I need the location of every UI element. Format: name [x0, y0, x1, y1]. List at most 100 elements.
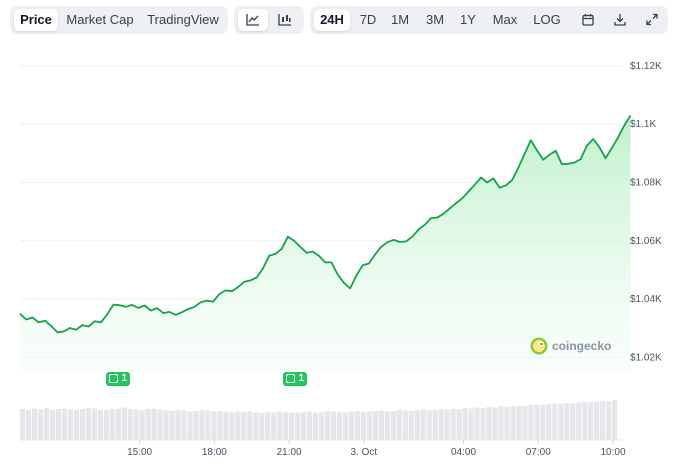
- volume-bar: [342, 412, 349, 440]
- volume-bar: [438, 409, 444, 440]
- chart-type-group: [234, 6, 304, 34]
- volume-bar: [588, 402, 594, 440]
- volume-bar: [115, 408, 121, 440]
- line-chart-button[interactable]: [238, 9, 268, 31]
- event-icon: [109, 374, 118, 383]
- volume-bar: [169, 411, 175, 440]
- volume-bar: [151, 408, 157, 440]
- volume-bar: [121, 407, 127, 440]
- volume-bar: [534, 404, 540, 440]
- volume-bar: [319, 412, 325, 440]
- y-tick-label: $1.12K: [630, 61, 662, 72]
- event-marker[interactable]: 1: [106, 372, 130, 386]
- y-tick-label: $1.06K: [630, 236, 662, 247]
- volume-bar: [103, 410, 109, 440]
- volume-bar: [49, 410, 56, 440]
- volume-bar: [522, 406, 528, 440]
- volume-bar: [426, 410, 432, 440]
- volume-bar: [468, 408, 474, 440]
- y-tick-label: $1.1K: [630, 119, 656, 130]
- volume-bar: [504, 407, 510, 440]
- volume-bar: [372, 411, 378, 440]
- gecko-logo-icon: [530, 337, 548, 355]
- volume-bar: [61, 408, 68, 440]
- volume-bar: [109, 409, 115, 440]
- range-max-button[interactable]: Max: [492, 12, 518, 27]
- volume-bar: [540, 405, 546, 440]
- volume-bar: [528, 405, 534, 440]
- tab-market-cap[interactable]: Market Cap: [66, 12, 134, 27]
- volume-bar: [163, 410, 169, 440]
- candlestick-chart-button[interactable]: [270, 9, 300, 31]
- volume-bar: [313, 412, 319, 440]
- volume-bar: [133, 409, 139, 440]
- volume-bar: [330, 411, 337, 440]
- volume-bar: [546, 404, 552, 440]
- y-tick-label: $1.02K: [630, 352, 662, 363]
- expand-icon: [646, 13, 658, 26]
- volume-bar: [223, 412, 229, 440]
- volume-bar: [516, 405, 522, 440]
- expand-button[interactable]: [640, 9, 664, 31]
- range-24h-button[interactable]: 24H: [314, 9, 350, 31]
- price-area: [20, 115, 631, 373]
- volume-bar: [43, 408, 50, 440]
- y-tick-label: $1.04K: [630, 294, 662, 305]
- volume-bar: [211, 411, 217, 440]
- volume-bar: [612, 400, 618, 440]
- x-tick-label: 04:00: [451, 447, 476, 458]
- volume-bar: [450, 408, 456, 440]
- volume-bar: [97, 409, 103, 440]
- volume-bar: [25, 410, 32, 440]
- y-tick-label: $1.08K: [630, 177, 662, 188]
- x-tick-label: 10:00: [601, 447, 626, 458]
- volume-bar: [91, 408, 97, 440]
- tab-price[interactable]: Price: [14, 9, 58, 31]
- volume-bar: [594, 401, 600, 440]
- volume-bar: [552, 403, 558, 440]
- volume-bar: [199, 410, 205, 440]
- view-tab-group: Price Market Cap TradingView: [10, 6, 228, 34]
- candlestick-chart-icon: [278, 14, 291, 26]
- range-3m-button[interactable]: 3M: [425, 12, 445, 27]
- volume-bar: [175, 410, 181, 440]
- volume-bar: [235, 411, 241, 440]
- volume-bar: [564, 403, 570, 440]
- volume-bar: [498, 406, 504, 440]
- volume-bar: [67, 409, 74, 440]
- volume-bar: [396, 410, 402, 440]
- volume-bar: [414, 410, 420, 440]
- volume-bar: [480, 408, 486, 440]
- calendar-button[interactable]: [576, 9, 600, 31]
- event-count: 1: [298, 373, 304, 384]
- volume-bar: [570, 403, 576, 440]
- tab-tradingview[interactable]: TradingView: [147, 12, 219, 27]
- volume-bar: [253, 412, 259, 440]
- volume-bar: [360, 412, 367, 440]
- volume-bar: [456, 409, 462, 440]
- download-button[interactable]: [608, 9, 632, 31]
- volume-bar: [348, 411, 355, 440]
- volume-bar: [474, 407, 480, 440]
- volume-bar: [558, 404, 564, 440]
- volume-bar: [229, 412, 235, 440]
- event-icon: [286, 374, 295, 383]
- volume-bar: [354, 411, 361, 440]
- range-1y-button[interactable]: 1Y: [460, 12, 476, 27]
- volume-bar: [582, 402, 588, 440]
- x-tick-label: 15:00: [127, 447, 152, 458]
- log-scale-button[interactable]: LOG: [533, 12, 561, 27]
- x-tick-label: 07:00: [526, 447, 551, 458]
- range-1m-button[interactable]: 1M: [390, 12, 410, 27]
- volume-bar: [390, 411, 396, 440]
- volume-bar: [157, 409, 163, 440]
- volume-bar: [283, 412, 289, 440]
- range-7d-button[interactable]: 7D: [359, 12, 377, 27]
- volume-bar: [37, 409, 44, 440]
- volume-bar: [307, 411, 313, 440]
- volume-bar: [408, 411, 414, 440]
- volume-bar: [139, 410, 145, 440]
- event-marker[interactable]: 1: [283, 372, 307, 386]
- volume-bar: [205, 410, 211, 440]
